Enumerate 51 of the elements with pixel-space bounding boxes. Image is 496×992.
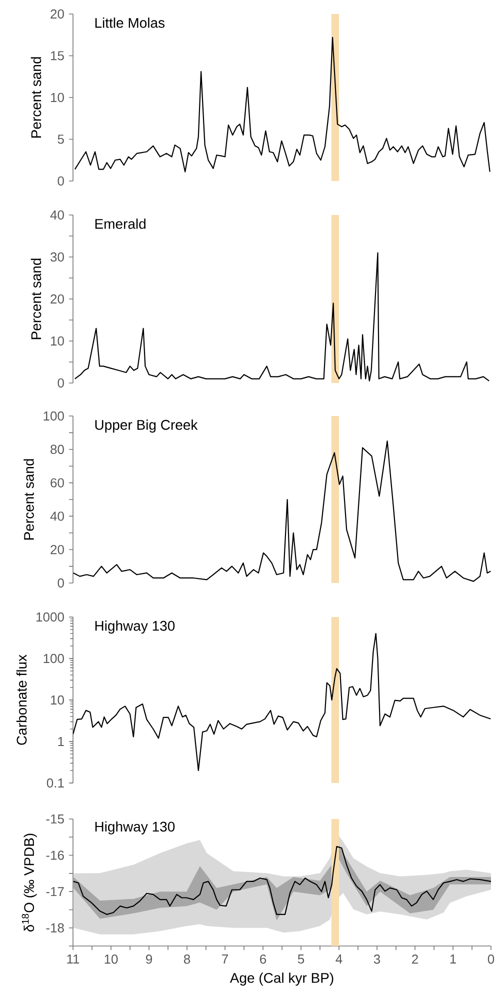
y-tick-label: 0 xyxy=(58,176,64,186)
y-axis-title: Percent sand xyxy=(24,459,34,540)
y-tick-label: 20 xyxy=(50,294,64,304)
x-tick-label: 10 xyxy=(104,954,118,964)
y-tick-label: -16 xyxy=(46,850,64,860)
y-tick-label: 80 xyxy=(50,444,64,454)
chart-title: Little Molas xyxy=(95,18,165,28)
chart-title: Upper Big Creek xyxy=(95,420,198,433)
chart-title: Highway 130 xyxy=(95,620,175,634)
y-axis-title: Carbonate flux xyxy=(16,654,27,745)
y-tick-label: -15 xyxy=(46,814,64,824)
x-tick-label: 8 xyxy=(184,954,190,964)
y-axis-title: Percent sand xyxy=(30,258,42,340)
x-tick-label: 0 xyxy=(488,954,494,964)
y-tick-label: 40 xyxy=(50,210,64,220)
line-series xyxy=(74,36,490,172)
y-tick-label: 10 xyxy=(50,92,64,102)
x-axis-title: Age (Cal kyr BP) xyxy=(230,972,334,986)
y-tick-label: -17 xyxy=(46,887,64,896)
x-tick-label: 5 xyxy=(298,954,304,964)
y-tick-label: 30 xyxy=(50,252,64,262)
y-tick-label: 0 xyxy=(58,578,64,588)
y-tick-label: 1 xyxy=(58,737,64,746)
y-tick-label: 20 xyxy=(50,9,64,19)
y-tick-label: 10 xyxy=(50,336,64,346)
x-tick-label: 2 xyxy=(412,954,418,964)
chart-title: Emerald xyxy=(95,218,146,229)
x-tick-label: 1 xyxy=(450,954,456,964)
y-tick-label: 100 xyxy=(44,411,64,421)
y-tick-label: 15 xyxy=(50,51,64,60)
x-tick-label: 9 xyxy=(146,954,152,964)
y-tick-label: 60 xyxy=(50,478,64,488)
y-tick-label: -18 xyxy=(46,923,64,932)
y-tick-label: 1000 xyxy=(36,612,64,622)
y-axis-title: Percent sand xyxy=(30,57,42,138)
x-tick-label: 4 xyxy=(336,954,342,964)
x-tick-label: 3 xyxy=(374,954,380,964)
y-tick-label: 5 xyxy=(58,134,64,144)
y-tick-label: 20 xyxy=(50,544,64,554)
y-axis-title: δ$^{18}$O (‰ VPDB) xyxy=(22,834,37,932)
y-tick-label: 0 xyxy=(58,378,64,388)
y-tick-label: 10 xyxy=(50,695,64,705)
x-tick-label: 6 xyxy=(260,954,266,964)
y-tick-label: 0.1 xyxy=(46,778,64,788)
x-tick-label: 7 xyxy=(222,954,228,964)
y-tick-label: 40 xyxy=(50,512,64,521)
chart-title: Highway 130 xyxy=(95,821,175,834)
line-series xyxy=(72,632,491,772)
x-tick-label: 11 xyxy=(67,954,80,964)
line-series xyxy=(72,440,491,582)
y-tick-label: 100 xyxy=(44,654,64,664)
